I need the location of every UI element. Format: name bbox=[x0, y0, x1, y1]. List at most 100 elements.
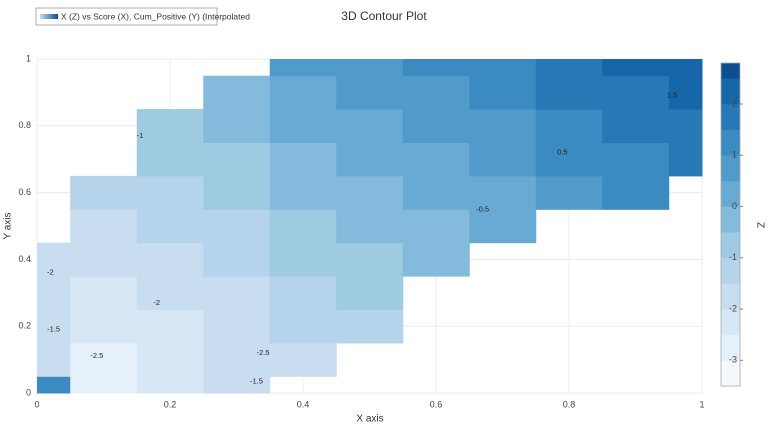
contour-cell bbox=[70, 209, 138, 244]
contour-cell bbox=[136, 242, 204, 277]
colorbar-band bbox=[721, 283, 740, 310]
contour-cell bbox=[402, 75, 470, 110]
contour-cell bbox=[602, 59, 670, 77]
contour-label: -1.5 bbox=[47, 325, 60, 334]
legend-label: X (Z) vs Score (X), Cum_Positive (Y) (In… bbox=[61, 11, 250, 21]
colorbar-band bbox=[721, 360, 740, 387]
contour-cell bbox=[602, 175, 670, 210]
legend-box[interactable] bbox=[35, 7, 218, 26]
chart-title: 3D Contour Plot bbox=[341, 9, 427, 23]
colorbar-frame bbox=[720, 62, 741, 387]
contour-cell bbox=[136, 109, 204, 143]
contour-cell bbox=[336, 142, 404, 177]
contour-label: 0.5 bbox=[557, 148, 567, 157]
contour-cell bbox=[37, 376, 71, 394]
contour-cell bbox=[70, 376, 138, 394]
contour-cell bbox=[269, 109, 337, 143]
x-tick-label: 0 bbox=[34, 399, 39, 409]
y-tick-label: 1 bbox=[26, 53, 31, 63]
x-tick-label: 0.2 bbox=[164, 399, 177, 409]
colorbar-tick-label: -2 bbox=[729, 303, 737, 313]
colorbar-tick-label: -3 bbox=[729, 355, 737, 365]
contour-cell bbox=[269, 342, 337, 377]
contour-label: -1 bbox=[137, 131, 144, 140]
y-tick-label: 0.8 bbox=[18, 120, 31, 130]
contour-cell bbox=[203, 376, 271, 394]
contour-cell bbox=[203, 142, 271, 177]
contour-cell bbox=[535, 175, 603, 210]
colorbar-tick-label: 0 bbox=[732, 201, 737, 211]
contour-layer bbox=[37, 59, 703, 394]
colorbar-band bbox=[721, 180, 740, 207]
contour-cell bbox=[136, 142, 204, 177]
contour-cell bbox=[70, 242, 138, 277]
contour-cell bbox=[269, 242, 337, 277]
contour-cell bbox=[602, 75, 670, 110]
contour-cell bbox=[535, 109, 603, 143]
contour-cell bbox=[469, 142, 537, 177]
contour-cell bbox=[269, 142, 337, 177]
contour-label: -1.5 bbox=[250, 376, 263, 385]
contour-cell bbox=[535, 59, 603, 77]
y-tick-label: 0 bbox=[26, 387, 31, 397]
contour-cell bbox=[269, 309, 337, 344]
legend-swatch bbox=[40, 14, 58, 19]
colorbar-band bbox=[721, 155, 740, 182]
contour-cell bbox=[402, 59, 470, 77]
contour-cell bbox=[668, 142, 703, 177]
contour-cell bbox=[136, 276, 204, 310]
contour-label: -2 bbox=[47, 268, 54, 277]
contour-cell bbox=[269, 209, 337, 244]
colorbar-tick-label: -1 bbox=[729, 252, 737, 262]
x-tick-label: 0.6 bbox=[430, 399, 443, 409]
contour-cell bbox=[336, 175, 404, 210]
x-tick-label: 1 bbox=[699, 399, 704, 409]
colorbar-label: Z bbox=[754, 222, 765, 228]
contour-cell bbox=[336, 209, 404, 244]
colorbar-band bbox=[721, 78, 740, 105]
contour-label: -2.5 bbox=[257, 348, 270, 357]
colorbar-band bbox=[721, 104, 740, 130]
contour-label: -0.5 bbox=[476, 204, 489, 213]
contour-cell bbox=[668, 59, 703, 77]
colorbar-band bbox=[721, 206, 740, 233]
contour-cell bbox=[402, 109, 470, 143]
contour-cell bbox=[668, 75, 703, 110]
contour-cell bbox=[602, 109, 670, 143]
contour-cell bbox=[402, 242, 470, 277]
contour-cell bbox=[203, 75, 271, 110]
contour-cell bbox=[203, 242, 271, 277]
contour-cell bbox=[269, 276, 337, 310]
contour-cell bbox=[402, 175, 470, 210]
contour-cell bbox=[136, 309, 204, 344]
contour-cell bbox=[535, 142, 603, 177]
y-tick-label: 0.6 bbox=[18, 187, 31, 197]
colorbar-band bbox=[721, 257, 740, 284]
contour-cell bbox=[469, 75, 537, 110]
contour-cell bbox=[535, 75, 603, 110]
contour-cell bbox=[336, 276, 404, 310]
colorbar-tick-label: 1 bbox=[732, 150, 737, 160]
contour-cell bbox=[269, 59, 337, 77]
contour-cell bbox=[336, 309, 404, 344]
colorbar-band bbox=[721, 309, 740, 336]
contour-cell bbox=[136, 376, 204, 394]
contour-cell bbox=[136, 342, 204, 377]
contour-cell bbox=[37, 342, 71, 377]
contour-cell bbox=[336, 109, 404, 143]
contour-cell bbox=[37, 242, 71, 277]
contour-cell bbox=[469, 209, 537, 244]
colorbar-tick-label: 2 bbox=[732, 98, 737, 108]
contour-cell bbox=[203, 175, 271, 210]
y-tick-label: 0.4 bbox=[18, 254, 31, 264]
contour-cell bbox=[37, 276, 71, 310]
contour-cell bbox=[469, 59, 537, 77]
contour-cell bbox=[203, 309, 271, 344]
contour-cell bbox=[203, 209, 271, 244]
x-axis-label: X axis bbox=[356, 414, 383, 425]
contour-cell bbox=[336, 59, 404, 77]
contour-label: -2 bbox=[153, 298, 160, 307]
contour-cell bbox=[668, 109, 703, 143]
y-axis-label: Y axis bbox=[3, 212, 14, 239]
y-tick-label: 0.2 bbox=[18, 321, 31, 331]
